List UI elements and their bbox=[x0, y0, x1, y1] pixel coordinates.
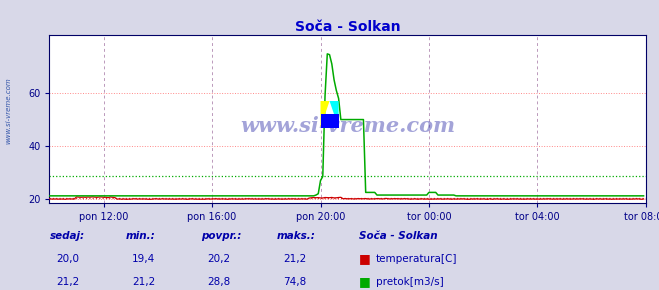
Text: temperatura[C]: temperatura[C] bbox=[376, 254, 457, 264]
Text: min.:: min.: bbox=[125, 231, 155, 241]
Polygon shape bbox=[330, 101, 339, 128]
Text: sedaj:: sedaj: bbox=[49, 231, 84, 241]
Text: 20,0: 20,0 bbox=[56, 254, 79, 264]
Text: 21,2: 21,2 bbox=[56, 277, 79, 287]
Text: 21,2: 21,2 bbox=[132, 277, 155, 287]
Polygon shape bbox=[320, 101, 330, 128]
Text: www.si-vreme.com: www.si-vreme.com bbox=[5, 77, 11, 144]
Text: 19,4: 19,4 bbox=[132, 254, 155, 264]
Text: 74,8: 74,8 bbox=[283, 277, 306, 287]
Text: 28,8: 28,8 bbox=[208, 277, 231, 287]
Title: Soča - Solkan: Soča - Solkan bbox=[295, 20, 401, 34]
Text: povpr.:: povpr.: bbox=[201, 231, 241, 241]
Text: ■: ■ bbox=[359, 275, 371, 288]
Text: ■: ■ bbox=[359, 253, 371, 265]
Text: Soča - Solkan: Soča - Solkan bbox=[359, 231, 438, 241]
Text: 20,2: 20,2 bbox=[208, 254, 231, 264]
Text: 21,2: 21,2 bbox=[283, 254, 306, 264]
Text: maks.:: maks.: bbox=[277, 231, 316, 241]
Text: www.si-vreme.com: www.si-vreme.com bbox=[240, 116, 455, 136]
Bar bbox=[320, 114, 339, 128]
Text: pretok[m3/s]: pretok[m3/s] bbox=[376, 277, 444, 287]
